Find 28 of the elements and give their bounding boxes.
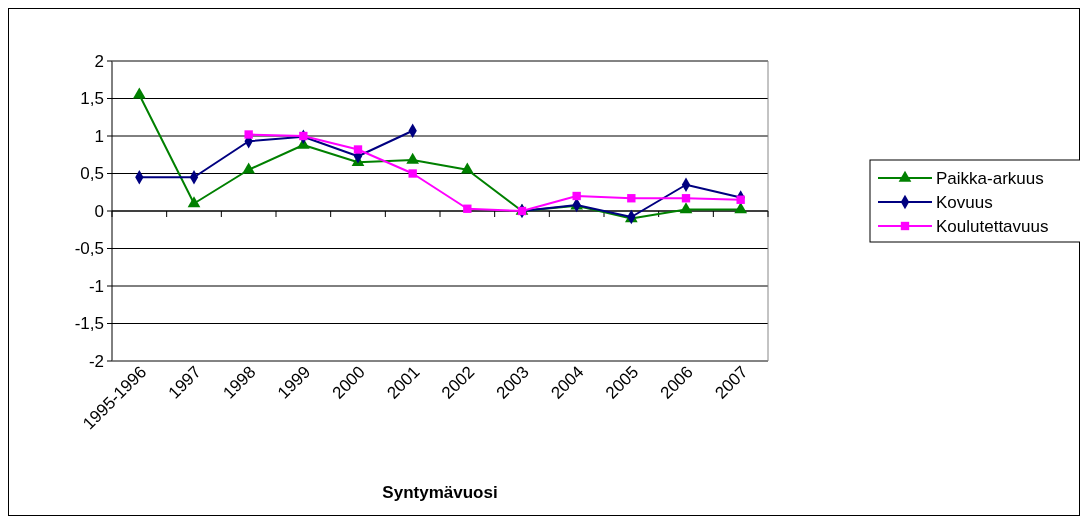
point bbox=[734, 202, 748, 214]
legend-label: Koulutettavuus bbox=[936, 216, 1049, 236]
y-tick-label: 0 bbox=[94, 201, 104, 221]
point bbox=[187, 196, 201, 208]
point bbox=[244, 130, 253, 139]
point bbox=[463, 204, 472, 213]
point bbox=[681, 194, 691, 203]
point bbox=[242, 162, 256, 174]
y-tick-label: -0,5 bbox=[74, 239, 104, 258]
point bbox=[460, 162, 474, 174]
point bbox=[679, 202, 693, 214]
y-tick-label: 1,5 bbox=[80, 89, 104, 108]
point bbox=[132, 87, 146, 99]
point bbox=[627, 194, 636, 203]
point bbox=[353, 145, 363, 154]
y-tick-label: -2 bbox=[88, 351, 104, 371]
legend-label: Paikka-arkuus bbox=[936, 168, 1044, 188]
point bbox=[406, 152, 420, 164]
point bbox=[408, 169, 417, 178]
point bbox=[736, 195, 745, 204]
y-tick-label: -1,5 bbox=[74, 314, 104, 333]
legend-label: Kovuus bbox=[936, 192, 993, 212]
x-axis-title: Syntymävuosi bbox=[382, 483, 498, 502]
y-tick-label: -1 bbox=[88, 276, 104, 296]
y-tick-label: 2 bbox=[94, 51, 104, 71]
y-tick-label: 0,5 bbox=[80, 164, 104, 183]
point bbox=[572, 191, 581, 201]
y-tick-label: 1 bbox=[94, 126, 104, 146]
